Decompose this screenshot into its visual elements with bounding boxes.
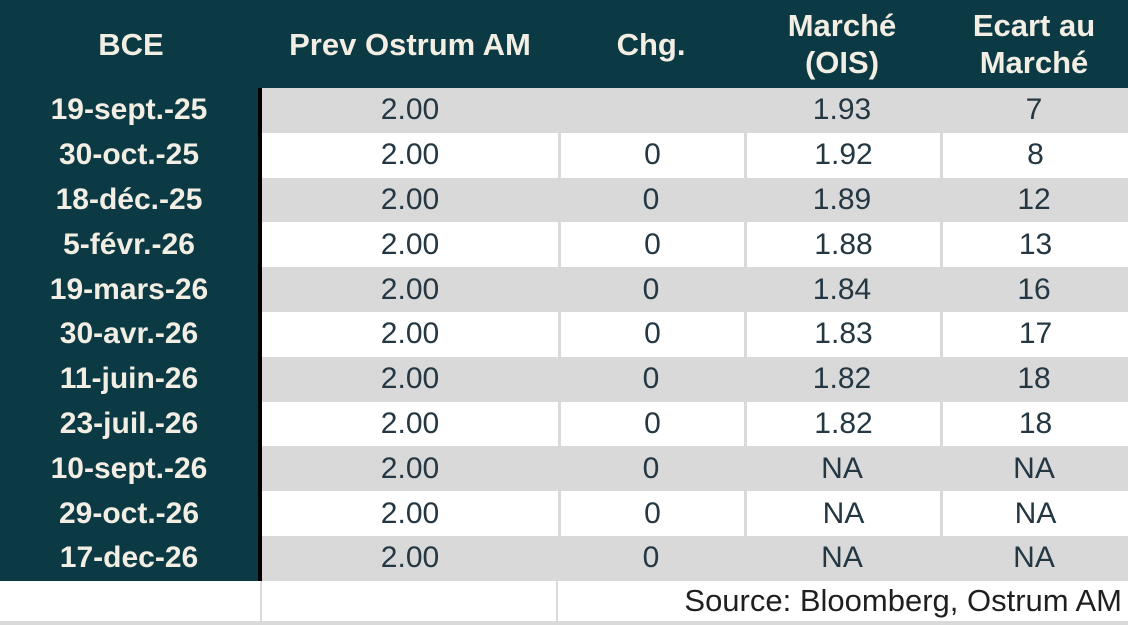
- ecart-cell: NA: [940, 446, 1128, 492]
- column-divider: [258, 535, 262, 581]
- header-marche-line2: (OIS): [804, 45, 880, 80]
- prev-cell: 2.00: [262, 132, 558, 178]
- ecart-cell: 18: [940, 356, 1128, 402]
- prev-cell: 2.00: [262, 311, 558, 357]
- market-cell: 1.92: [744, 132, 940, 178]
- market-cell: 1.88: [744, 222, 940, 268]
- chg-cell: 0: [558, 356, 744, 402]
- chg-cell: 0: [558, 132, 744, 178]
- ecart-cell: 12: [940, 177, 1128, 223]
- date-cell: 17-dec-26: [0, 535, 258, 581]
- prev-cell: 2.00: [262, 491, 558, 536]
- header-cell-bce: BCE: [98, 26, 164, 62]
- ecart-cell: 16: [940, 267, 1128, 312]
- column-divider: [258, 267, 262, 312]
- chg-cell: 0: [558, 222, 744, 268]
- ecart-cell: 8: [940, 132, 1128, 178]
- prev-cell: 2.00: [262, 177, 558, 223]
- market-cell: 1.93: [744, 88, 940, 133]
- prev-cell: 2.00: [262, 535, 558, 581]
- table-body: 19-sept.-25 2.00 1.93 7 30-oct.-25 2.00 …: [0, 88, 1128, 581]
- date-cell: 5-févr.-26: [0, 222, 258, 268]
- date-cell: 18-déc.-25: [0, 177, 258, 223]
- header-ecart-line2: Marché: [979, 45, 1089, 80]
- footer-spacer-mid: [262, 580, 558, 621]
- table-row: 19-sept.-25 2.00 1.93 7: [0, 88, 1128, 133]
- chg-cell: [558, 88, 744, 133]
- table-row: 17-dec-26 2.00 0 NA NA: [0, 535, 1128, 581]
- table-row: 23-juil.-26 2.00 0 1.82 18: [0, 401, 1128, 447]
- date-cell: 10-sept.-26: [0, 446, 258, 492]
- column-divider: [258, 88, 262, 133]
- column-divider: [258, 446, 262, 492]
- chg-cell: 0: [558, 311, 744, 357]
- date-cell: 29-oct.-26: [0, 491, 258, 536]
- table-row: 29-oct.-26 2.00 0 NA NA: [0, 491, 1128, 536]
- market-cell: NA: [744, 491, 940, 536]
- market-cell: 1.82: [744, 356, 940, 402]
- chg-cell: 0: [558, 491, 744, 536]
- header-cell-marche-ois: Marché (OIS): [744, 0, 940, 88]
- prev-cell: 2.00: [262, 446, 558, 492]
- market-cell: 1.82: [744, 401, 940, 447]
- market-cell: 1.83: [744, 311, 940, 357]
- ecart-cell: NA: [940, 535, 1128, 581]
- bottom-border: [0, 620, 1128, 625]
- ecart-cell: 18: [940, 401, 1128, 447]
- column-divider: [258, 356, 262, 402]
- date-cell: 30-avr.-26: [0, 311, 258, 357]
- column-divider: [258, 132, 262, 178]
- footer-spacer-left: [0, 580, 262, 621]
- header-cell-ecart: Ecart au Marché: [940, 0, 1128, 88]
- column-divider: [258, 177, 262, 223]
- source-note: Source: Bloomberg, Ostrum AM: [684, 582, 1122, 618]
- table-footer: Source: Bloomberg, Ostrum AM: [0, 580, 1128, 621]
- ecart-cell: NA: [940, 491, 1128, 536]
- chg-cell: 0: [558, 535, 744, 581]
- prev-cell: 2.00: [262, 222, 558, 268]
- table-row: 30-oct.-25 2.00 0 1.92 8: [0, 132, 1128, 178]
- table-row: 11-juin-26 2.00 0 1.82 18: [0, 356, 1128, 402]
- date-cell: 19-sept.-25: [0, 88, 258, 133]
- table-row: 30-avr.-26 2.00 0 1.83 17: [0, 311, 1128, 357]
- market-cell: NA: [744, 535, 940, 581]
- column-divider: [258, 491, 262, 536]
- prev-cell: 2.00: [262, 267, 558, 312]
- header-cell-chg: Chg.: [616, 26, 686, 62]
- market-cell: NA: [744, 446, 940, 492]
- chg-cell: 0: [558, 401, 744, 447]
- prev-cell: 2.00: [262, 88, 558, 133]
- date-cell: 23-juil.-26: [0, 401, 258, 447]
- header-marche-line1: Marché: [787, 8, 897, 43]
- header-ecart-line1: Ecart au: [972, 8, 1096, 43]
- ecart-cell: 17: [940, 311, 1128, 357]
- date-cell: 11-juin-26: [0, 356, 258, 402]
- table-header: BCE Prev Ostrum AM Chg. Marché (OIS) Eca…: [0, 0, 1128, 88]
- chg-cell: 0: [558, 446, 744, 492]
- column-divider: [258, 311, 262, 357]
- ecart-cell: 13: [940, 222, 1128, 268]
- date-cell: 30-oct.-25: [0, 132, 258, 178]
- prev-cell: 2.00: [262, 356, 558, 402]
- table-row: 18-déc.-25 2.00 0 1.89 12: [0, 177, 1128, 223]
- table-row: 10-sept.-26 2.00 0 NA NA: [0, 446, 1128, 492]
- column-divider: [258, 401, 262, 447]
- header-cell-prev-ostrum: Prev Ostrum AM: [289, 26, 531, 62]
- chg-cell: 0: [558, 177, 744, 223]
- ecart-cell: 7: [940, 88, 1128, 133]
- table-row: 5-févr.-26 2.00 0 1.88 13: [0, 222, 1128, 268]
- table-row: 19-mars-26 2.00 0 1.84 16: [0, 267, 1128, 312]
- prev-cell: 2.00: [262, 401, 558, 447]
- chg-cell: 0: [558, 267, 744, 312]
- column-divider: [258, 222, 262, 268]
- market-cell: 1.84: [744, 267, 940, 312]
- date-cell: 19-mars-26: [0, 267, 258, 312]
- market-cell: 1.89: [744, 177, 940, 223]
